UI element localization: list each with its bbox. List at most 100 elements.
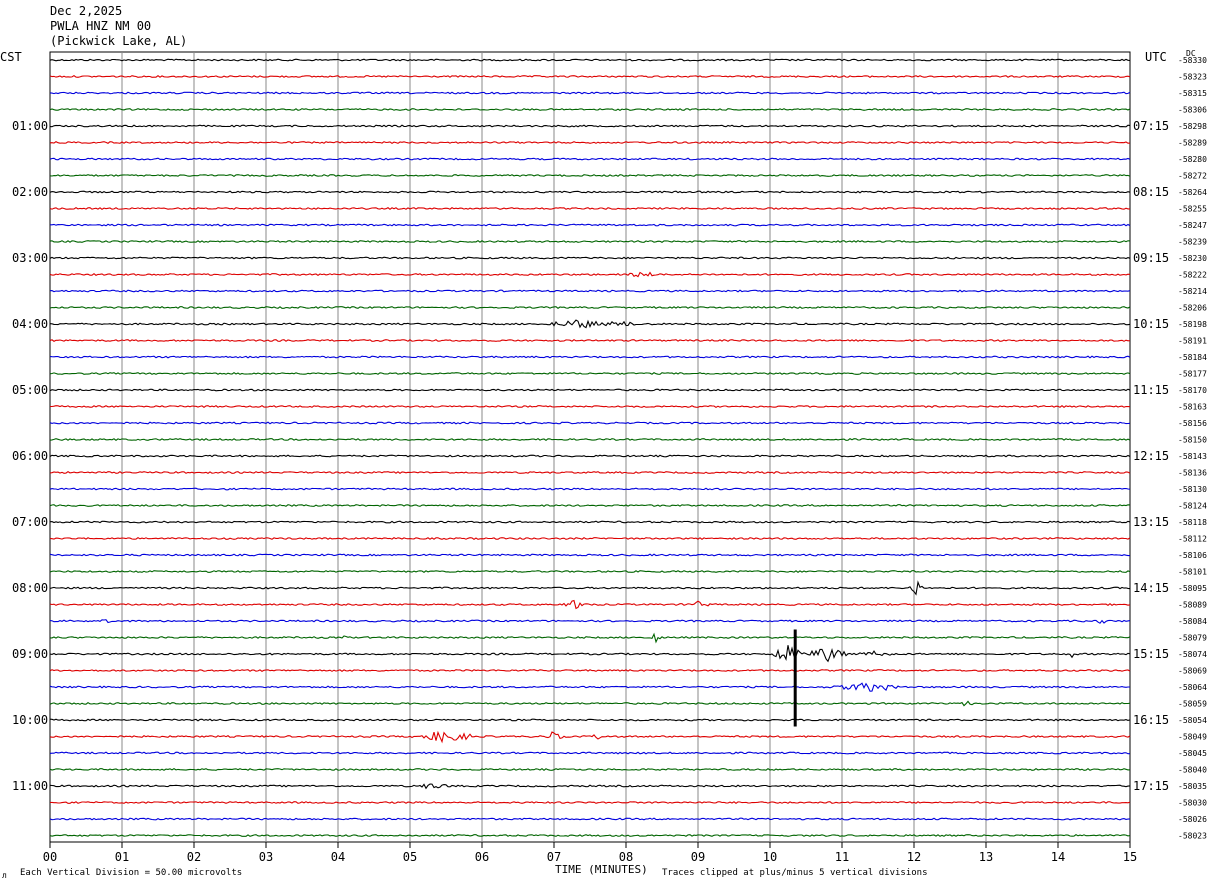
- dc-value-label: -58163: [1178, 403, 1207, 412]
- trace-line: [49, 421, 1131, 425]
- left-hour-label: 08:00: [12, 581, 48, 595]
- dc-value-label: -58040: [1178, 766, 1207, 775]
- dc-value-label: -58264: [1178, 188, 1207, 197]
- trace-line: [49, 319, 1131, 329]
- footer-marker: л: [2, 871, 7, 880]
- trace-line: [49, 599, 1131, 610]
- dc-value-label: -58191: [1178, 337, 1207, 346]
- trace-line: [49, 256, 1131, 260]
- trace-line: [49, 768, 1131, 771]
- plot-frame: [49, 51, 1131, 843]
- dc-value-label: -58049: [1178, 733, 1207, 742]
- right-hour-label: 09:15: [1133, 251, 1169, 265]
- trace-line: [49, 700, 1131, 707]
- dc-value-label: -58095: [1178, 584, 1207, 593]
- left-timezone-label: CST: [0, 50, 22, 64]
- trace-line: [49, 751, 1130, 755]
- right-hour-label: 13:15: [1133, 515, 1169, 529]
- trace-line: [49, 669, 1131, 672]
- header-station: PWLA HNZ NM 00: [50, 19, 152, 33]
- trace-line: [49, 783, 1131, 790]
- dc-value-label: -58064: [1178, 683, 1207, 692]
- dc-value-label: -58184: [1178, 353, 1207, 362]
- dc-value-label: -58323: [1178, 73, 1207, 82]
- trace-line: [49, 645, 1131, 663]
- left-hour-label: 03:00: [12, 251, 48, 265]
- dc-column-label: DC: [1186, 49, 1196, 58]
- left-hour-label: 11:00: [12, 779, 48, 793]
- dc-value-label: -58035: [1178, 782, 1207, 791]
- dc-value-label: -58026: [1178, 815, 1207, 824]
- dc-value-label: -58084: [1178, 617, 1207, 626]
- dc-value-label: -58239: [1178, 238, 1207, 247]
- trace-line: [49, 190, 1131, 194]
- trace-line: [49, 108, 1131, 111]
- right-hour-label: 11:15: [1133, 383, 1169, 397]
- trace-line: [49, 580, 1131, 596]
- dc-value-label: -58130: [1178, 485, 1207, 494]
- trace-line: [49, 271, 1131, 278]
- x-tick-label: 12: [907, 850, 921, 864]
- trace-line: [49, 471, 1131, 474]
- dc-value-label: -58089: [1178, 601, 1207, 610]
- x-tick-label: 14: [1051, 850, 1065, 864]
- trace-line: [49, 487, 1131, 491]
- header-location: (Pickwick Lake, AL): [50, 34, 188, 48]
- dc-value-label: -58330: [1178, 56, 1207, 65]
- dc-value-label: -58222: [1178, 271, 1207, 280]
- trace-line: [49, 570, 1131, 573]
- trace-line: [49, 682, 1130, 692]
- dc-value-label: -58023: [1178, 832, 1207, 841]
- x-tick-label: 04: [331, 850, 345, 864]
- dc-value-label: -58298: [1178, 122, 1207, 131]
- trace-line: [49, 124, 1131, 128]
- dc-value-label: -58214: [1178, 287, 1207, 296]
- trace-line: [49, 58, 1131, 62]
- header-date: Dec 2,2025: [50, 4, 123, 18]
- left-hour-label: 07:00: [12, 515, 48, 529]
- trace-line: [49, 157, 1131, 161]
- x-tick-label: 10: [763, 850, 777, 864]
- trace-line: [49, 504, 1131, 507]
- trace-line: [49, 834, 1131, 837]
- dc-value-label: -58069: [1178, 667, 1207, 676]
- trace-line: [49, 537, 1131, 540]
- x-tick-label: 15: [1123, 850, 1137, 864]
- left-hour-label: 06:00: [12, 449, 48, 463]
- trace-line: [49, 141, 1131, 144]
- left-hour-label: 10:00: [12, 713, 48, 727]
- dc-value-label: -58177: [1178, 370, 1207, 379]
- left-hour-label: 09:00: [12, 647, 48, 661]
- x-tick-label: 09: [691, 850, 705, 864]
- dc-value-label: -58156: [1178, 419, 1207, 428]
- right-hour-label: 10:15: [1133, 317, 1169, 331]
- trace-line: [49, 520, 1131, 524]
- trace-line: [49, 372, 1131, 375]
- trace-line: [49, 718, 1131, 722]
- dc-value-label: -58112: [1178, 535, 1207, 544]
- dc-value-label: -58124: [1178, 502, 1207, 511]
- dc-value-label: -58280: [1178, 155, 1207, 164]
- right-hour-label: 16:15: [1133, 713, 1169, 727]
- trace-line: [49, 306, 1131, 309]
- trace-line: [49, 438, 1131, 441]
- dc-value-label: -58230: [1178, 254, 1207, 263]
- dc-value-label: -58106: [1178, 551, 1207, 560]
- trace-line: [49, 289, 1131, 293]
- right-hour-label: 14:15: [1133, 581, 1169, 595]
- right-timezone-label: UTC: [1145, 50, 1167, 64]
- dc-value-label: -58143: [1178, 452, 1207, 461]
- x-tick-label: 08: [619, 850, 633, 864]
- dc-value-label: -58030: [1178, 799, 1207, 808]
- scale-note: Each Vertical Division = 50.00 microvolt…: [20, 868, 243, 878]
- left-hour-label: 04:00: [12, 317, 48, 331]
- x-tick-label: 13: [979, 850, 993, 864]
- trace-line: [49, 91, 1131, 95]
- trace-line: [49, 75, 1131, 78]
- trace-line: [50, 632, 1131, 644]
- trace-line: [49, 355, 1131, 359]
- trace-line: [49, 174, 1131, 177]
- x-axis-title: TIME (MINUTES): [555, 863, 648, 876]
- trace-line: [49, 619, 1131, 624]
